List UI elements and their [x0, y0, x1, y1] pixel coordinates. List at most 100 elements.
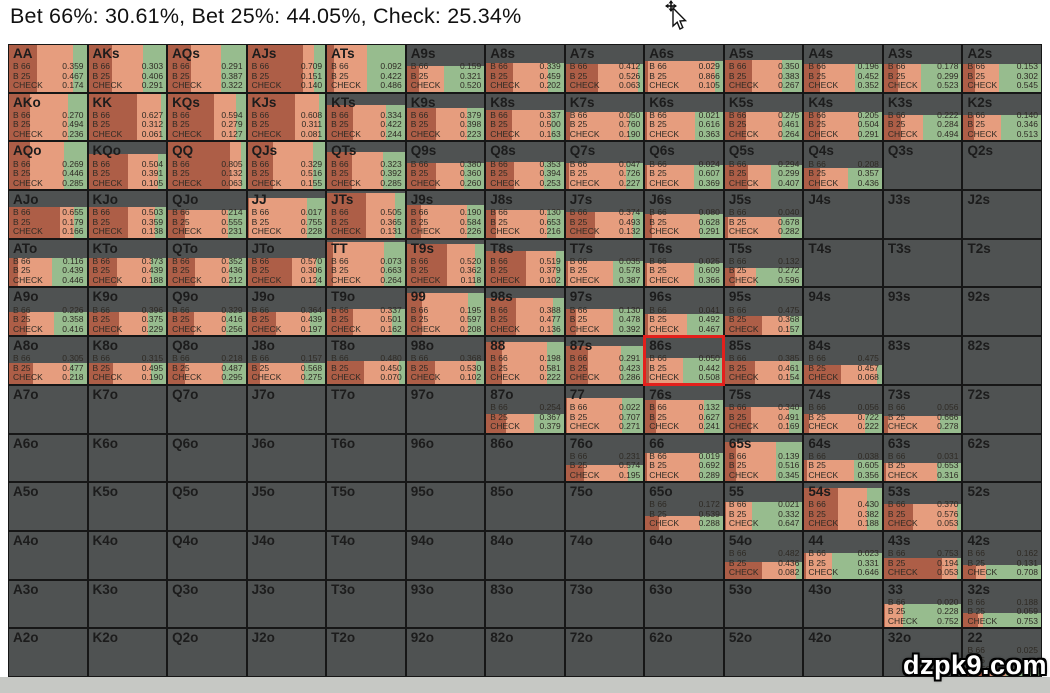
- cell-A4o[interactable]: A4o: [9, 531, 87, 579]
- cell-97s[interactable]: 97s B 66 0.130 B 25 0.478 CHECK 0.392: [565, 288, 644, 336]
- cell-KK[interactable]: KK B 66 0.627 B 25 0.312 CHECK 0.061: [88, 93, 167, 141]
- cell-T7o[interactable]: T7o: [327, 385, 405, 433]
- cell-87o[interactable]: 87o B 66 0.254 B 25 0.367 CHECK 0.379: [486, 385, 564, 433]
- cell-95s[interactable]: 95s B 66 0.475 B 25 0.368 CHECK 0.157: [724, 288, 803, 336]
- cell-96o[interactable]: 96o: [406, 434, 485, 482]
- cell-A9s[interactable]: A9s B 66 0.159 B 25 0.321 CHECK 0.520: [406, 45, 485, 92]
- cell-Q5o[interactable]: Q5o: [168, 483, 246, 530]
- cell-76o[interactable]: 76o B 66 0.231 B 25 0.574 CHECK 0.195: [565, 434, 644, 482]
- cell-Q2o[interactable]: Q2o: [168, 629, 246, 676]
- cell-A5s[interactable]: A5s B 66 0.350 B 25 0.383 CHECK 0.267: [724, 45, 803, 92]
- cell-KQs[interactable]: KQs B 66 0.594 B 25 0.279 CHECK 0.127: [168, 93, 246, 141]
- cell-AQo[interactable]: AQo B 66 0.269 B 25 0.446 CHECK 0.285: [9, 142, 87, 190]
- cell-K3o[interactable]: K3o: [88, 580, 167, 628]
- cell-93s[interactable]: 93s: [883, 288, 962, 336]
- cell-QJs[interactable]: QJs B 66 0.329 B 25 0.516 CHECK 0.155: [247, 142, 326, 190]
- cell-A5o[interactable]: A5o: [9, 483, 87, 530]
- cell-KJo[interactable]: KJo B 66 0.503 B 25 0.359 CHECK 0.138: [88, 191, 167, 238]
- cell-K9o[interactable]: K9o B 66 0.396 B 25 0.375 CHECK 0.229: [88, 288, 167, 336]
- cell-AKo[interactable]: AKo B 66 0.270 B 25 0.494 CHECK 0.236: [9, 93, 87, 141]
- cell-98s[interactable]: 98s B 66 0.388 B 25 0.477 CHECK 0.136: [486, 288, 564, 336]
- cell-K6s[interactable]: K6s B 66 0.021 B 25 0.616 CHECK 0.363: [645, 93, 723, 141]
- cell-66[interactable]: 66 B 66 0.019 B 25 0.692 CHECK 0.289: [645, 434, 723, 482]
- cell-72o[interactable]: 72o: [565, 629, 644, 676]
- cell-T5s[interactable]: T5s B 66 0.132 B 25 0.272 CHECK 0.596: [724, 239, 803, 287]
- cell-T4o[interactable]: T4o: [327, 531, 405, 579]
- cell-54s[interactable]: 54s B 66 0.430 B 25 0.382 CHECK 0.188: [804, 483, 882, 530]
- cell-KTo[interactable]: KTo B 66 0.373 B 25 0.439 CHECK 0.188: [88, 239, 167, 287]
- cell-ATs[interactable]: ATs B 66 0.092 B 25 0.422 CHECK 0.486: [327, 45, 405, 92]
- cell-K9s[interactable]: K9s B 66 0.379 B 25 0.398 CHECK 0.223: [406, 93, 485, 141]
- cell-QTo[interactable]: QTo B 66 0.352 B 25 0.436 CHECK 0.212: [168, 239, 246, 287]
- cell-T6o[interactable]: T6o: [327, 434, 405, 482]
- cell-T9s[interactable]: T9s B 66 0.520 B 25 0.362 CHECK 0.118: [406, 239, 485, 287]
- cell-76s[interactable]: 76s B 66 0.132 B 25 0.627 CHECK 0.241: [645, 385, 723, 433]
- cell-73s[interactable]: 73s B 66 0.056 B 25 0.666 CHECK 0.278: [883, 385, 962, 433]
- cell-33[interactable]: 33 B 66 0.020 B 25 0.228 CHECK 0.752: [883, 580, 962, 628]
- cell-AQs[interactable]: AQs B 66 0.291 B 25 0.387 CHECK 0.322: [168, 45, 246, 92]
- cell-T3s[interactable]: T3s: [883, 239, 962, 287]
- cell-A3o[interactable]: A3o: [9, 580, 87, 628]
- cell-Q9s[interactable]: Q9s B 66 0.380 B 25 0.360 CHECK 0.260: [406, 142, 485, 190]
- cell-J5o[interactable]: J5o: [247, 483, 326, 530]
- cell-K3s[interactable]: K3s B 66 0.222 B 25 0.284 CHECK 0.494: [883, 93, 962, 141]
- cell-53s[interactable]: 53s B 66 0.370 B 25 0.576 CHECK 0.053: [883, 483, 962, 530]
- cell-43s[interactable]: 43s B 66 0.753 B 25 0.194 CHECK 0.053: [883, 531, 962, 579]
- cell-74o[interactable]: 74o: [565, 531, 644, 579]
- cell-77[interactable]: 77 B 66 0.022 B 25 0.707 CHECK 0.271: [565, 385, 644, 433]
- cell-Q3o[interactable]: Q3o: [168, 580, 246, 628]
- cell-Q7o[interactable]: Q7o: [168, 385, 246, 433]
- cell-T9o[interactable]: T9o B 66 0.337 B 25 0.501 CHECK 0.162: [327, 288, 405, 336]
- cell-A6s[interactable]: A6s B 66 0.029 B 25 0.866 CHECK 0.105: [645, 45, 723, 92]
- cell-Q8o[interactable]: Q8o B 66 0.218 B 25 0.487 CHECK 0.295: [168, 337, 246, 384]
- cell-T5o[interactable]: T5o: [327, 483, 405, 530]
- cell-62s[interactable]: 62s: [963, 434, 1041, 482]
- cell-AJs[interactable]: AJs B 66 0.709 B 25 0.151 CHECK 0.140: [247, 45, 326, 92]
- cell-Q9o[interactable]: Q9o B 66 0.329 B 25 0.416 CHECK 0.256: [168, 288, 246, 336]
- cell-73o[interactable]: 73o: [565, 580, 644, 628]
- cell-84o[interactable]: 84o: [486, 531, 564, 579]
- cell-JTo[interactable]: JTo B 66 0.570 B 25 0.306 CHECK 0.124: [247, 239, 326, 287]
- cell-65o[interactable]: 65o B 66 0.172 B 25 0.539 CHECK 0.288: [645, 483, 723, 530]
- cell-AA[interactable]: AA B 66 0.359 B 25 0.467 CHECK 0.174: [9, 45, 87, 92]
- cell-92s[interactable]: 92s: [963, 288, 1041, 336]
- cell-95o[interactable]: 95o: [406, 483, 485, 530]
- cell-A3s[interactable]: A3s B 66 0.178 B 25 0.299 CHECK 0.523: [883, 45, 962, 92]
- cell-72s[interactable]: 72s: [963, 385, 1041, 433]
- cell-54o[interactable]: 54o B 66 0.482 B 25 0.436 CHECK 0.082: [724, 531, 803, 579]
- cell-64s[interactable]: 64s B 66 0.038 B 25 0.605 CHECK 0.356: [804, 434, 882, 482]
- cell-32o[interactable]: 32o: [883, 629, 962, 676]
- cell-AKs[interactable]: AKs B 66 0.303 B 25 0.406 CHECK 0.291: [88, 45, 167, 92]
- cell-QJo[interactable]: QJo B 66 0.214 B 25 0.555 CHECK 0.231: [168, 191, 246, 238]
- cell-A6o[interactable]: A6o: [9, 434, 87, 482]
- cell-A9o[interactable]: A9o B 66 0.226 B 25 0.358 CHECK 0.416: [9, 288, 87, 336]
- cell-Q3s[interactable]: Q3s: [883, 142, 962, 190]
- cell-J4o[interactable]: J4o: [247, 531, 326, 579]
- cell-J6o[interactable]: J6o: [247, 434, 326, 482]
- cell-99[interactable]: 99 B 66 0.195 B 25 0.597 CHECK 0.208: [406, 288, 485, 336]
- cell-J7s[interactable]: J7s B 66 0.374 B 25 0.493 CHECK 0.132: [565, 191, 644, 238]
- cell-A4s[interactable]: A4s B 66 0.196 B 25 0.452 CHECK 0.352: [804, 45, 882, 92]
- cell-QQ[interactable]: QQ B 66 0.805 B 25 0.132 CHECK 0.063: [168, 142, 246, 190]
- cell-A7s[interactable]: A7s B 66 0.412 B 25 0.526 CHECK 0.063: [565, 45, 644, 92]
- cell-J5s[interactable]: J5s B 66 0.040 B 25 0.678 CHECK 0.282: [724, 191, 803, 238]
- cell-K7o[interactable]: K7o: [88, 385, 167, 433]
- cell-74s[interactable]: 74s B 66 0.056 B 25 0.722 CHECK 0.222: [804, 385, 882, 433]
- cell-52o[interactable]: 52o: [724, 629, 803, 676]
- cell-K4o[interactable]: K4o: [88, 531, 167, 579]
- cell-A7o[interactable]: A7o: [9, 385, 87, 433]
- cell-A8s[interactable]: A8s B 66 0.339 B 25 0.459 CHECK 0.202: [486, 45, 564, 92]
- cell-A8o[interactable]: A8o B 66 0.305 B 25 0.477 CHECK 0.218: [9, 337, 87, 384]
- cell-KTs[interactable]: KTs B 66 0.334 B 25 0.422 CHECK 0.244: [327, 93, 405, 141]
- cell-ATo[interactable]: ATo B 66 0.116 B 25 0.439 CHECK 0.446: [9, 239, 87, 287]
- cell-43o[interactable]: 43o: [804, 580, 882, 628]
- cell-J3o[interactable]: J3o: [247, 580, 326, 628]
- cell-22[interactable]: 22 B 66 0.025 B 25 CHECK: [963, 629, 1041, 676]
- cell-88[interactable]: 88 B 66 0.198 B 25 0.581 CHECK 0.222: [486, 337, 564, 384]
- cell-J3s[interactable]: J3s: [883, 191, 962, 238]
- cell-75o[interactable]: 75o: [565, 483, 644, 530]
- cell-J2o[interactable]: J2o: [247, 629, 326, 676]
- cell-62o[interactable]: 62o: [645, 629, 723, 676]
- cell-Q4o[interactable]: Q4o: [168, 531, 246, 579]
- cell-TT[interactable]: TT B 66 0.073 B 25 0.663 CHECK 0.264: [327, 239, 405, 287]
